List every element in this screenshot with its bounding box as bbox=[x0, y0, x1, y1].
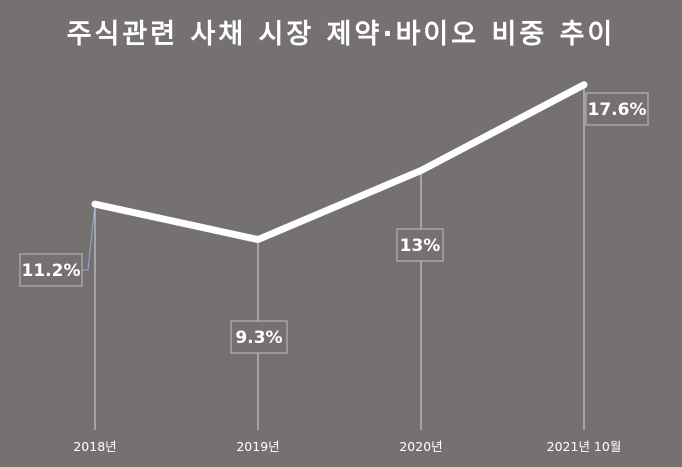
x-tick-label-2: 2019년 bbox=[236, 439, 279, 454]
data-label-2: 9.3% bbox=[230, 320, 288, 354]
series-line bbox=[91, 81, 588, 244]
chart-title: 주식관련 사채 시장 제약·바이오 비중 추이 bbox=[66, 19, 616, 50]
leader-line-1 bbox=[82, 204, 96, 271]
x-tick-label-3: 2020년 bbox=[399, 439, 442, 454]
drop-lines bbox=[94, 84, 585, 430]
data-label-text-3: 13% bbox=[400, 236, 441, 256]
x-tick-label-4: 2021년 10월 bbox=[547, 439, 622, 454]
data-label-box-3 bbox=[396, 228, 444, 262]
data-label-text-4: 17.6% bbox=[588, 100, 647, 120]
data-label-1: 11.2% bbox=[19, 253, 83, 287]
data-label-4: 17.6% bbox=[585, 92, 649, 126]
data-labels: 11.2% 9.3% 13% 17.6% bbox=[19, 92, 649, 354]
x-tick-label-1: 2018년 bbox=[73, 439, 116, 454]
data-label-text-1: 11.2% bbox=[22, 261, 81, 281]
data-label-text-2: 9.3% bbox=[235, 328, 282, 348]
leader-lines bbox=[82, 204, 96, 271]
data-label-box-2 bbox=[230, 320, 288, 354]
data-label-3: 13% bbox=[396, 228, 444, 262]
x-axis-tick-labels: 2018년 2019년 2020년 2021년 10월 bbox=[73, 439, 621, 454]
data-label-box-1 bbox=[19, 253, 83, 287]
data-label-box-4 bbox=[585, 92, 649, 126]
